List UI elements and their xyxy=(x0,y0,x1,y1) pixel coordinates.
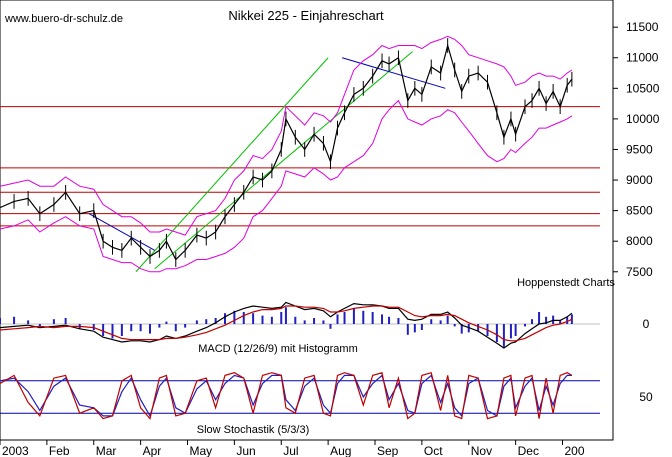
y-tick-label: 8500 xyxy=(626,204,653,218)
bollinger-upper xyxy=(0,35,573,236)
y-axis-ticks: 11500 11000 10500 10000 9500 9000 8500 8000 7500… xyxy=(613,20,660,404)
y-tick-label: 9500 xyxy=(626,142,653,156)
plot-frame xyxy=(0,0,614,441)
x-axis-ticks: 2003 Feb Mar Apr May Jun Jul Aug Sep Oct Nov Dec 200 xyxy=(0,440,585,457)
credit-label: Hoppenstedt Charts xyxy=(517,277,615,289)
x-tick-label: Nov xyxy=(471,444,492,457)
y-tick-label: 10000 xyxy=(626,112,660,126)
stochastic-label: Slow Stochastik (5/3/3) xyxy=(197,424,310,436)
x-tick-label: Jul xyxy=(283,444,298,457)
bollinger-bands xyxy=(0,35,573,273)
macd-label: MACD (12/26/9) mit Histogramm xyxy=(198,343,358,355)
trendline xyxy=(88,213,155,251)
bollinger-lower xyxy=(0,99,573,273)
macd-signal-line xyxy=(0,305,573,342)
macd-tick-label: 0 xyxy=(643,317,650,331)
y-tick-label: 11000 xyxy=(626,51,659,65)
x-tick-label: Oct xyxy=(424,444,443,457)
x-tick-label: Mar xyxy=(96,444,117,457)
x-tick-label: Feb xyxy=(49,444,70,457)
macd-panel xyxy=(0,301,600,349)
price-series xyxy=(0,38,573,267)
stochastic-k-line xyxy=(0,371,573,420)
y-tick-label: 11500 xyxy=(626,20,659,34)
x-tick-label: 2003 xyxy=(2,444,29,457)
chart-title: Nikkei 225 - Einjahreschart xyxy=(228,8,384,23)
stochastic-tick-label: 50 xyxy=(639,390,653,404)
trendline xyxy=(154,51,413,270)
x-tick-label: Dec xyxy=(518,444,539,457)
x-tick-label: Aug xyxy=(330,444,351,457)
x-tick-label: Jun xyxy=(236,444,255,457)
trendline xyxy=(135,57,329,273)
x-tick-label: Apr xyxy=(143,444,162,457)
x-tick-label: Sep xyxy=(377,444,399,457)
trendline xyxy=(342,57,446,89)
horizontal-support-lines xyxy=(0,106,600,227)
y-tick-label: 7500 xyxy=(626,265,653,279)
y-tick-label: 8000 xyxy=(626,234,653,248)
stochastic-panel xyxy=(0,371,600,420)
y-tick-label: 9000 xyxy=(626,173,653,187)
macd-line xyxy=(0,301,573,349)
source-label: www.buero-dr-schulz.de xyxy=(4,13,123,25)
x-tick-label: May xyxy=(190,444,213,457)
y-tick-label: 10500 xyxy=(626,81,660,95)
x-tick-label: 200 xyxy=(565,444,585,457)
trendlines xyxy=(88,51,446,273)
